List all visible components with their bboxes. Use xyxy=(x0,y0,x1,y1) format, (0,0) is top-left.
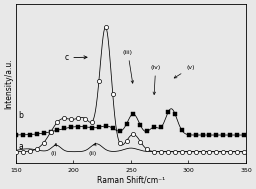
Y-axis label: Intensity/a.u.: Intensity/a.u. xyxy=(4,58,13,109)
Text: (i): (i) xyxy=(50,143,57,156)
Text: (iv): (iv) xyxy=(151,65,161,94)
X-axis label: Raman Shift/cm⁻¹: Raman Shift/cm⁻¹ xyxy=(97,176,165,185)
Text: (iii): (iii) xyxy=(123,50,134,83)
Text: (v): (v) xyxy=(174,65,195,78)
Text: a: a xyxy=(18,142,23,151)
Text: c: c xyxy=(64,53,87,62)
Text: b: b xyxy=(18,111,23,120)
Text: (ii): (ii) xyxy=(88,143,97,156)
